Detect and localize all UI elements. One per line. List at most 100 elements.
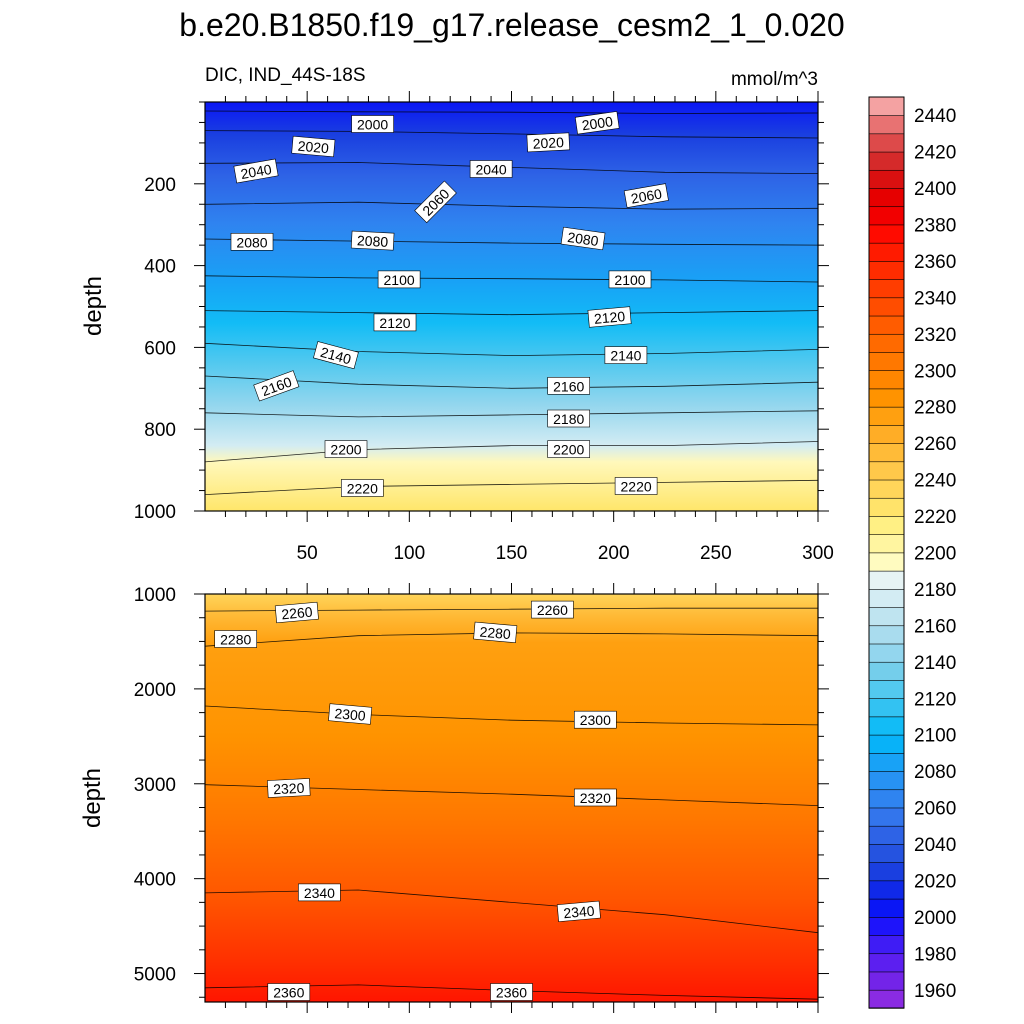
- contour-label-box: [230, 233, 274, 251]
- upper-contour-label: 2080: [560, 226, 606, 251]
- colorbar-swatch: [868, 606, 905, 627]
- colorbar-label: 2000: [914, 908, 956, 929]
- upper-contour-label: 2220: [614, 477, 658, 495]
- lower-y-tick-label: 3000: [134, 775, 176, 796]
- upper-contour-label: 2200: [324, 440, 368, 458]
- upper-contour-label: 2060: [623, 183, 669, 208]
- lower-contour-label: 2320: [573, 788, 617, 807]
- contour-label-text: 2060: [630, 185, 664, 206]
- contour-label-text: 2040: [476, 162, 507, 178]
- colorbar-swatch: [868, 807, 905, 827]
- colorbar-swatch: [868, 151, 905, 171]
- contour-label-text: 2080: [566, 229, 599, 249]
- contour-label-box: [526, 132, 571, 153]
- colorbar-swatch: [868, 442, 905, 463]
- contour-label-box: [214, 630, 257, 648]
- upper-contour-label: 2020: [291, 135, 336, 158]
- colorbar-label: 1980: [914, 944, 956, 965]
- contour-label-box: [324, 440, 368, 458]
- colorbar-swatch: [868, 716, 905, 736]
- colorbar-swatch: [868, 679, 905, 699]
- upper-contour-2120: [204, 310, 819, 316]
- upper-contour-2200: [204, 441, 819, 463]
- contour-label-box: [531, 600, 574, 619]
- upper-contour-2140: [204, 342, 819, 357]
- figure-title: b.e20.B1850.f19_g17.release_cesm2_1_0.02…: [179, 7, 844, 43]
- lower-contour-label: 2320: [267, 778, 311, 798]
- upper-contour-2060: [204, 201, 819, 210]
- contour-label-text: 2100: [614, 272, 645, 288]
- colorbar-swatch: [868, 315, 905, 335]
- colorbar-frame: [868, 96, 905, 1009]
- contour-label-box: [414, 180, 457, 224]
- upper-contour-label: 2200: [547, 440, 591, 458]
- lower-axis-ticks: 1000 2000 3000 4000 5000: [134, 583, 829, 1013]
- upper-contour-labels: 2000 2000 2020 2020 2040 2040 2060 2060 2080 2080…: [230, 111, 669, 497]
- upper-y-tick-label: 800: [144, 420, 176, 441]
- contour-label-box: [573, 710, 617, 729]
- colorbar-swatch: [868, 789, 905, 809]
- contour-label-box: [547, 440, 591, 458]
- upper-panel-subtitle: DIC, IND_44S-18S: [205, 65, 366, 86]
- colorbar-swatch: [868, 169, 905, 189]
- lower-contour-label: 2340: [556, 900, 601, 923]
- colorbar-swatch: [868, 552, 905, 572]
- contour-label-text: 2160: [553, 378, 584, 394]
- contour-label-box: [574, 111, 620, 135]
- upper-y-tick-label: 1000: [134, 502, 176, 523]
- colorbar-label: 2280: [914, 398, 956, 419]
- lower-contour-label: 2340: [298, 883, 341, 902]
- lower-contour-label: 2360: [490, 983, 533, 1001]
- upper-contour-label: 2000: [574, 111, 620, 135]
- colorbar-swatch: [868, 971, 905, 991]
- x-tick-label: 150: [496, 543, 528, 564]
- lower-y-tick-label: 5000: [134, 965, 176, 986]
- colorbar-swatch: [868, 406, 905, 426]
- contour-label-text: 2260: [537, 602, 568, 618]
- colorbar-swatch: [868, 770, 905, 791]
- contour-label-box: [547, 409, 591, 428]
- lower-contour-label: 2300: [328, 703, 373, 725]
- x-tick-label: 200: [598, 543, 630, 564]
- contour-label-box: [274, 601, 319, 624]
- contour-label-box: [614, 477, 658, 495]
- upper-contour-2100: [204, 275, 819, 283]
- lower-contour-label: 2280: [214, 630, 257, 648]
- colorbar-label: 2300: [914, 361, 956, 382]
- contour-label-box: [267, 983, 311, 1001]
- contour-label-text: 2300: [334, 705, 367, 724]
- contour-label-box: [573, 788, 617, 807]
- contour-label-text: 2140: [610, 348, 641, 364]
- upper-contour-label: 2140: [313, 341, 359, 370]
- contour-label-box: [298, 883, 341, 902]
- colorbar-swatch: [868, 916, 905, 936]
- contour-label-box: [587, 306, 632, 328]
- colorbar-label: 2120: [914, 689, 956, 710]
- contour-label-text: 2080: [357, 232, 389, 250]
- colorbar-swatch: [868, 479, 905, 499]
- colorbar-label: 2380: [914, 216, 956, 237]
- lower-y-tick-label: 2000: [134, 680, 176, 701]
- colorbar-swatch: [868, 625, 905, 645]
- colorbar-swatch: [868, 588, 905, 608]
- colorbar-label: 2040: [914, 835, 956, 856]
- upper-contour-label: 2080: [350, 230, 395, 251]
- colorbar-label: 2400: [914, 179, 956, 200]
- lower-contour-labels: 2260 2260 2280 2280 2300 2300 2320 2320 2340 2340…: [214, 600, 617, 1001]
- upper-contour-2020: [204, 130, 819, 139]
- upper-contour-label: 2140: [604, 346, 648, 364]
- colorbar-label: 2140: [914, 653, 956, 674]
- upper-contour-2180: [204, 410, 819, 418]
- contour-label-text: 2260: [281, 604, 314, 623]
- contour-label-text: 2220: [621, 479, 652, 495]
- colorbar-swatch: [868, 461, 905, 481]
- contour-label-box: [373, 313, 417, 332]
- contour-label-text: 2020: [297, 138, 330, 157]
- upper-contour-label: 2220: [340, 479, 384, 497]
- colorbar-swatch: [868, 297, 905, 317]
- contour-label-text: 2040: [239, 161, 273, 182]
- contour-label-text: 2300: [580, 712, 611, 728]
- colorbar-swatch: [868, 351, 905, 371]
- contour-label-box: [291, 135, 336, 158]
- lower-y-axis-label: depth: [79, 768, 106, 828]
